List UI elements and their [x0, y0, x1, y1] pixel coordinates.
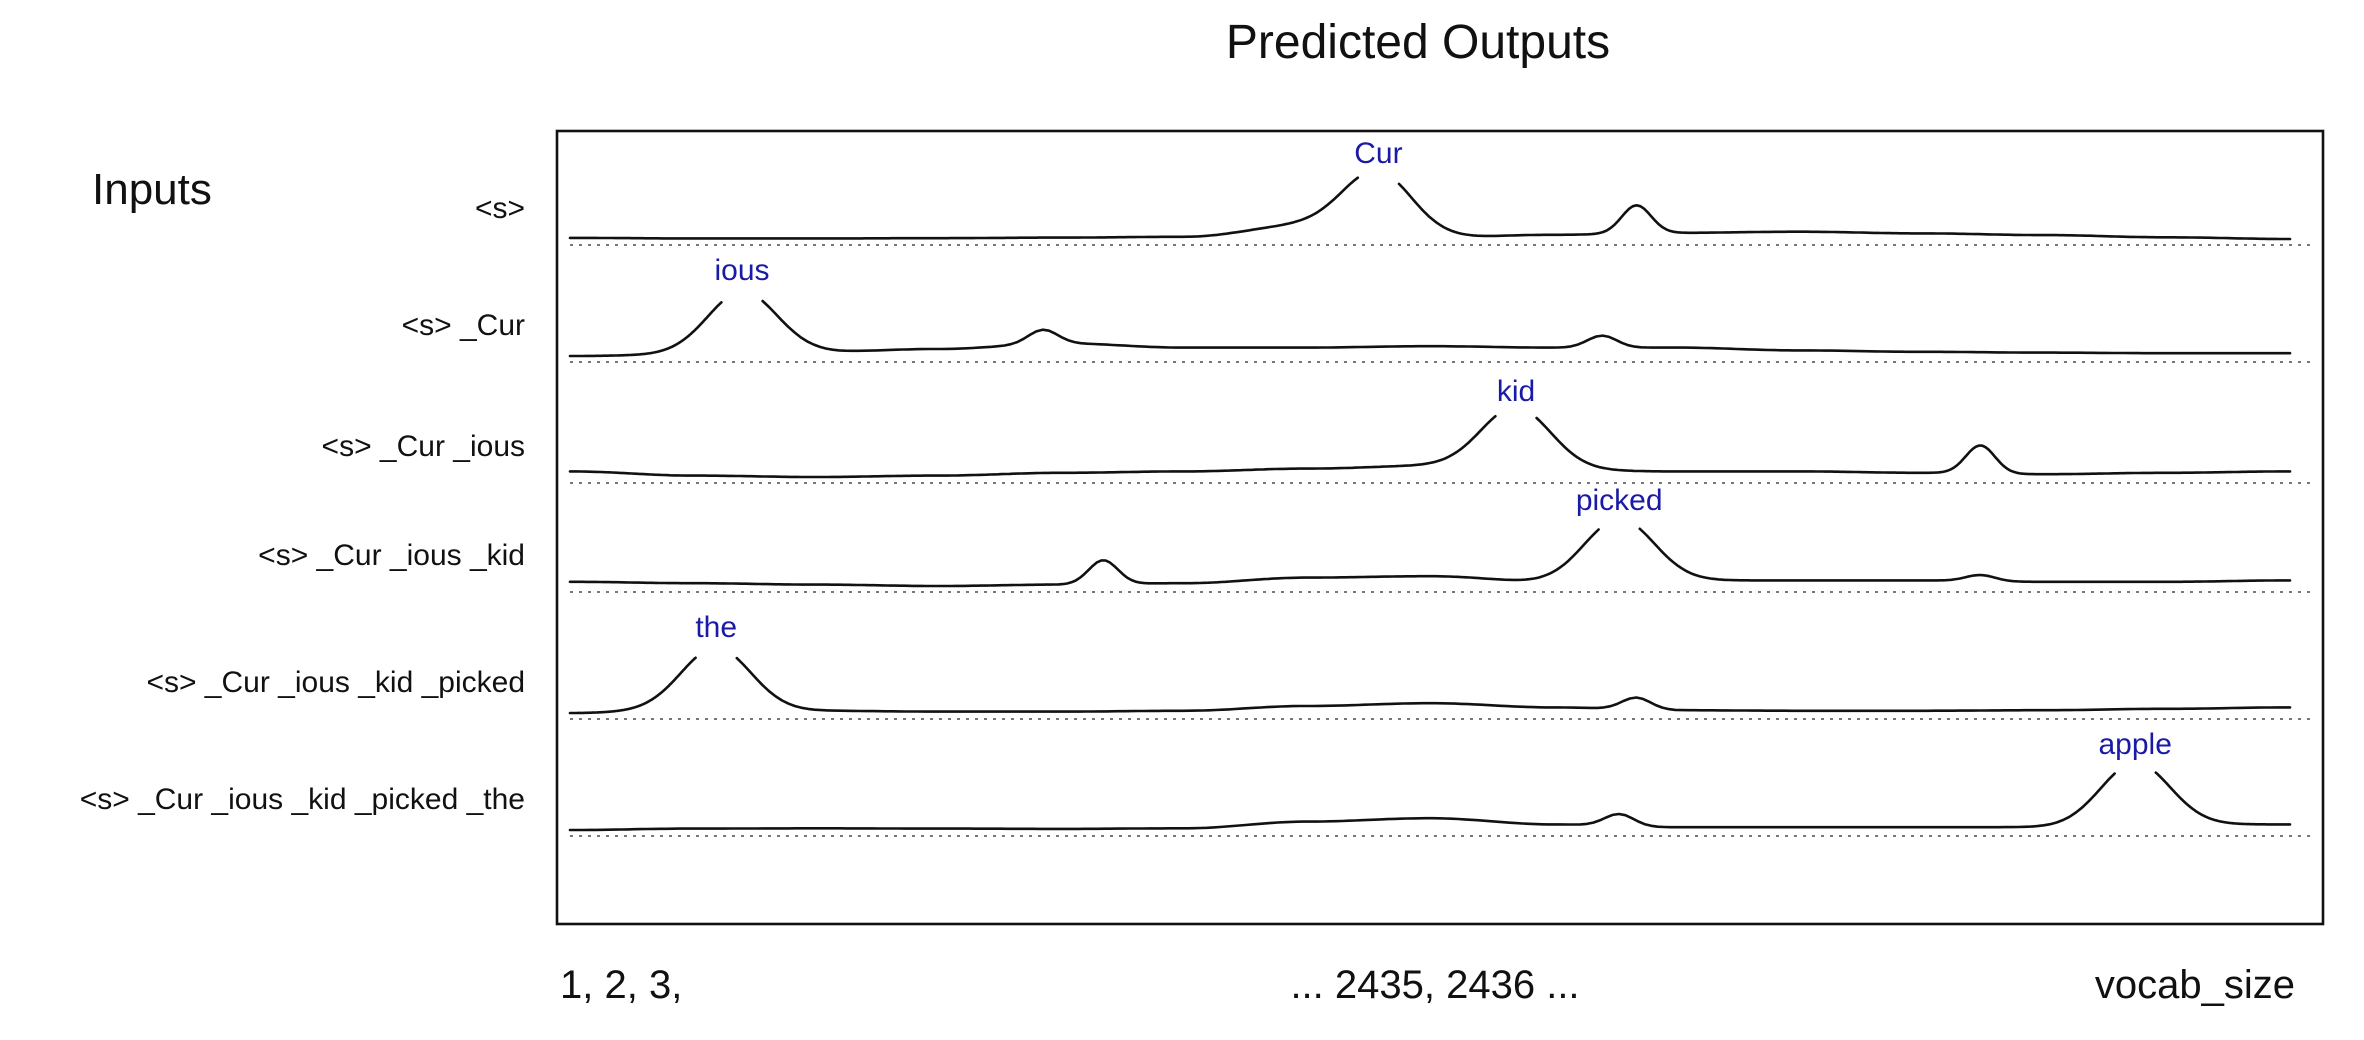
- distribution-curve-left: [568, 414, 1497, 479]
- distribution-row: ious <s> _Cur: [402, 254, 2310, 363]
- input-row-label: <s> _Cur _ious: [322, 430, 525, 463]
- distribution-curve-left: [568, 772, 2116, 832]
- distribution-curve-left: [568, 528, 1600, 588]
- predicted-token-label: picked: [1576, 484, 1663, 517]
- distribution-row: apple <s> _Cur _ious _kid _picked _the: [80, 728, 2310, 837]
- distribution-curve-right: [2154, 771, 2292, 826]
- predicted-token-label: kid: [1497, 375, 1535, 408]
- predicted-token-label: apple: [2098, 728, 2171, 761]
- distribution-curve-right: [1397, 182, 2292, 241]
- x-axis-middle-label: ... 2435, 2436 ...: [1290, 963, 1579, 1007]
- distribution-row: kid <s> _Cur _ious: [322, 375, 2310, 484]
- x-axis-start-label: 1, 2, 3,: [560, 963, 682, 1007]
- distribution-row: the <s> _Cur _ious _kid _picked: [146, 611, 2310, 720]
- distribution-curve-left: [568, 301, 723, 358]
- distribution-curve-left: [568, 176, 1360, 240]
- distribution-curve-right: [1535, 416, 2292, 476]
- inputs-heading: Inputs: [92, 165, 212, 214]
- distribution-curve-right: [761, 299, 2292, 355]
- predicted-token-label: ious: [714, 254, 769, 287]
- predicted-token-label: the: [695, 611, 737, 644]
- distribution-curve-right: [735, 656, 2292, 713]
- chart-title: Predicted Outputs: [1226, 16, 1610, 69]
- plot-frame: [555, 129, 2325, 926]
- distribution-curve-left: [568, 656, 697, 715]
- input-row-label: <s> _Cur _ious _kid _picked _the: [80, 783, 525, 816]
- input-row-label: <s> _Cur: [402, 309, 525, 342]
- input-row-label: <s>: [475, 192, 525, 225]
- x-axis-end-label: vocab_size: [2095, 963, 2295, 1007]
- distribution-row: Cur <s>: [475, 137, 2310, 246]
- predicted-token-label: Cur: [1354, 137, 1402, 170]
- input-row-label: <s> _Cur _ious _kid _picked: [146, 666, 525, 699]
- distribution-curve-right: [1638, 527, 2292, 584]
- input-row-label: <s> _Cur _ious _kid: [258, 539, 525, 572]
- distribution-row: picked <s> _Cur _ious _kid: [258, 484, 2310, 593]
